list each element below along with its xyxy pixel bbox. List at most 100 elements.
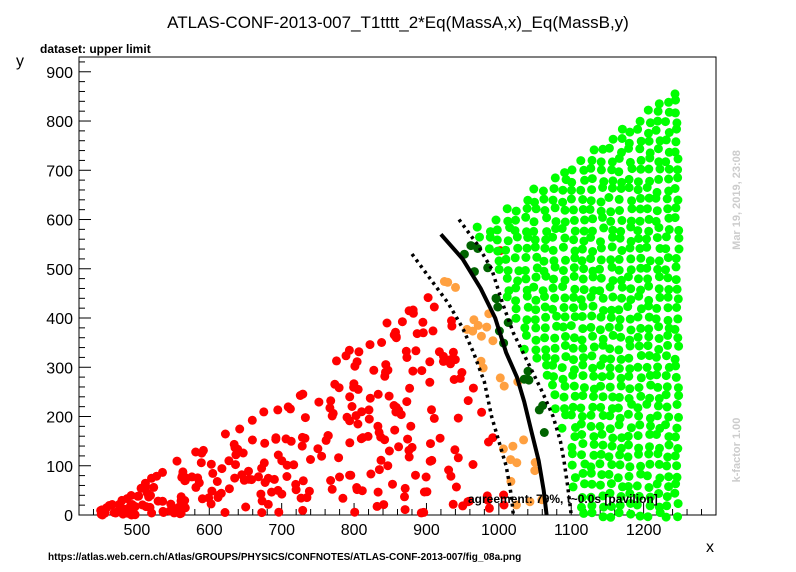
green-point bbox=[608, 225, 618, 235]
red-point bbox=[411, 470, 420, 480]
green-point bbox=[654, 174, 664, 184]
green-point bbox=[673, 383, 683, 393]
red-point bbox=[453, 413, 463, 423]
green-point bbox=[672, 400, 682, 409]
green-point bbox=[673, 444, 683, 453]
green-point bbox=[522, 204, 532, 213]
green-point bbox=[577, 450, 586, 460]
green-point bbox=[560, 404, 569, 414]
green-point bbox=[472, 222, 482, 232]
red-point bbox=[401, 346, 411, 356]
green-point bbox=[596, 255, 606, 265]
green-point bbox=[521, 212, 531, 222]
green-point bbox=[673, 512, 683, 522]
green-point bbox=[605, 344, 615, 354]
green-point bbox=[670, 89, 680, 99]
red-point bbox=[418, 317, 428, 327]
green-point bbox=[586, 254, 596, 264]
green-point bbox=[531, 272, 541, 282]
red-point bbox=[434, 347, 444, 357]
green-point bbox=[588, 214, 598, 224]
red-point bbox=[254, 472, 263, 482]
red-point bbox=[406, 421, 416, 431]
green-point bbox=[550, 343, 560, 353]
red-point bbox=[394, 442, 404, 452]
orange-point bbox=[468, 326, 478, 336]
source-url: https://atlas.web.cern.ch/Atlas/GROUPS/P… bbox=[48, 552, 521, 563]
x-axis-ticks: 500 600 700 800 900 1000 1100 1200 bbox=[92, 503, 703, 539]
green-point bbox=[569, 381, 579, 391]
green-point bbox=[570, 312, 580, 322]
red-point bbox=[220, 429, 230, 439]
red-point bbox=[141, 502, 151, 512]
red-point bbox=[345, 392, 355, 402]
green-point bbox=[560, 381, 570, 391]
green-point bbox=[580, 175, 590, 185]
green-point bbox=[645, 176, 655, 186]
green-point bbox=[663, 330, 673, 340]
green-point bbox=[494, 264, 504, 274]
green-point bbox=[510, 253, 520, 263]
red-point bbox=[404, 445, 414, 455]
green-point bbox=[670, 108, 680, 118]
green-point bbox=[513, 276, 523, 286]
orange-point bbox=[499, 381, 509, 391]
data-points bbox=[96, 89, 684, 522]
y-axis-label: y bbox=[16, 53, 24, 70]
green-point bbox=[569, 303, 578, 313]
green-point bbox=[624, 174, 634, 184]
red-point bbox=[298, 476, 308, 486]
green-point bbox=[587, 351, 597, 361]
red-point bbox=[259, 407, 269, 417]
green-point bbox=[578, 468, 588, 478]
green-point bbox=[642, 242, 652, 252]
green-point bbox=[661, 390, 671, 400]
green-point bbox=[605, 382, 615, 392]
green-point bbox=[503, 266, 513, 276]
red-point bbox=[404, 306, 414, 316]
red-point bbox=[306, 455, 315, 464]
green-point bbox=[655, 443, 664, 453]
green-point bbox=[576, 295, 586, 305]
red-point bbox=[335, 472, 344, 482]
kfactor-label: k-factor 1.00 bbox=[731, 418, 743, 483]
green-point bbox=[661, 232, 671, 242]
green-point bbox=[475, 232, 484, 242]
green-point bbox=[673, 499, 683, 509]
green-point bbox=[663, 315, 673, 325]
green-point bbox=[531, 345, 541, 355]
red-point bbox=[231, 450, 241, 460]
red-point bbox=[425, 357, 435, 367]
green-point bbox=[662, 492, 672, 502]
green-point bbox=[569, 263, 579, 273]
green-point bbox=[607, 460, 617, 470]
red-point bbox=[117, 505, 127, 514]
green-point bbox=[663, 452, 673, 462]
green-point bbox=[626, 265, 636, 275]
red-point bbox=[381, 360, 391, 370]
y-tick-label: 300 bbox=[46, 360, 73, 377]
green-point bbox=[662, 402, 672, 412]
red-point bbox=[451, 482, 461, 492]
green-point bbox=[674, 233, 684, 243]
red-point bbox=[133, 491, 143, 501]
green-point bbox=[608, 433, 618, 443]
green-point bbox=[529, 217, 539, 227]
green-point bbox=[623, 302, 633, 312]
green-point bbox=[599, 223, 609, 233]
green-point bbox=[642, 234, 651, 244]
green-point bbox=[633, 124, 643, 134]
green-point bbox=[558, 322, 568, 332]
green-point bbox=[635, 216, 645, 226]
red-point bbox=[353, 419, 363, 429]
green-point bbox=[652, 370, 662, 380]
x-axis-label: x bbox=[706, 539, 714, 556]
green-point bbox=[608, 292, 618, 302]
orange-point bbox=[488, 336, 498, 346]
green-point bbox=[586, 421, 596, 431]
green-point bbox=[541, 352, 551, 362]
red-point bbox=[384, 446, 394, 456]
red-point bbox=[321, 435, 331, 445]
green-point bbox=[636, 136, 646, 146]
green-point bbox=[529, 184, 539, 194]
